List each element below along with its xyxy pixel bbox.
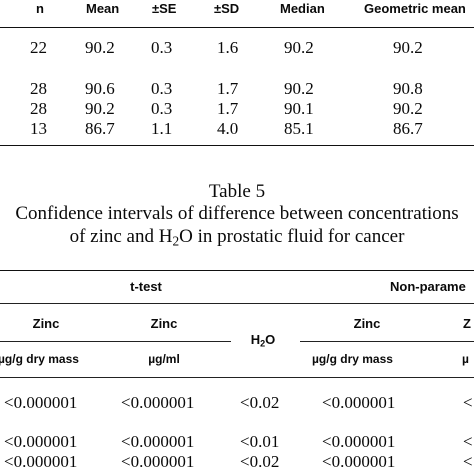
cell-se: 0.3 bbox=[151, 99, 173, 118]
cell-geometric-mean: 90.2 bbox=[393, 99, 423, 118]
cell-zinc-nonparam: <0.000001 bbox=[322, 432, 396, 451]
upper-bottom-rule bbox=[0, 145, 474, 146]
col-header-geometric-mean: Geometric mean bbox=[364, 1, 466, 16]
cell-sd: 1.7 bbox=[217, 99, 239, 118]
cell-sd: 1.7 bbox=[217, 79, 239, 98]
cell-zinc-dry: <0.000001 bbox=[4, 452, 78, 471]
cell-median: 85.1 bbox=[284, 119, 314, 138]
lower-header-rule bbox=[0, 377, 474, 378]
cell-se: 0.3 bbox=[151, 38, 173, 57]
cell-mean: 90.2 bbox=[85, 38, 115, 57]
caption-line-2: of zinc and H2O in prostatic fluid for c… bbox=[69, 226, 405, 249]
col-header-mean: Mean bbox=[86, 1, 120, 16]
cell-partial: < bbox=[463, 393, 473, 412]
unit-zinc-dry-mass-nonparam: µg/g dry mass bbox=[312, 352, 393, 366]
lower-top-rule bbox=[0, 270, 474, 271]
cell-sd: 1.6 bbox=[217, 38, 239, 57]
cell-geometric-mean: 86.7 bbox=[393, 119, 423, 138]
cell-n: 28 bbox=[30, 79, 47, 98]
group-rule bbox=[0, 303, 474, 304]
col-header-n: n bbox=[36, 1, 44, 16]
table-number: Table 5 bbox=[208, 181, 266, 202]
cell-zinc-ml: <0.000001 bbox=[121, 393, 195, 412]
cell-se: 1.1 bbox=[151, 119, 173, 138]
cell-zinc-dry: <0.000001 bbox=[4, 432, 78, 451]
col-header-zinc-ttest-dry: Zinc bbox=[32, 316, 60, 331]
subheader-rule-right bbox=[300, 341, 474, 342]
cell-partial: < bbox=[463, 432, 473, 451]
cell-geometric-mean: 90.2 bbox=[393, 38, 423, 57]
col-header-zinc-nonparam-dry: Zinc bbox=[353, 316, 381, 331]
cell-h2o: <0.01 bbox=[240, 432, 280, 451]
cell-zinc-ml: <0.000001 bbox=[121, 432, 195, 451]
col-header-zinc-ttest-ml: Zinc bbox=[150, 316, 178, 331]
cell-partial: < bbox=[463, 452, 473, 471]
col-header-h2o: H2O bbox=[250, 332, 276, 349]
cell-h2o: <0.02 bbox=[240, 393, 280, 412]
col-header-sd: ±SD bbox=[214, 1, 240, 16]
cell-n: 28 bbox=[30, 99, 47, 118]
cell-n: 13 bbox=[30, 119, 47, 138]
unit-partial: µ bbox=[462, 352, 469, 366]
cell-n: 22 bbox=[30, 38, 47, 57]
col-header-zinc-nonparam-partial: Z bbox=[463, 316, 471, 331]
cell-median: 90.2 bbox=[284, 79, 314, 98]
unit-zinc-ml: µg/ml bbox=[148, 352, 180, 366]
cell-mean: 90.2 bbox=[85, 99, 115, 118]
cell-zinc-nonparam: <0.000001 bbox=[322, 393, 396, 412]
cell-geometric-mean: 90.8 bbox=[393, 79, 423, 98]
cell-h2o: <0.02 bbox=[240, 452, 280, 471]
cell-se: 0.3 bbox=[151, 79, 173, 98]
cell-zinc-dry: <0.000001 bbox=[4, 393, 78, 412]
cell-mean: 90.6 bbox=[85, 79, 115, 98]
cell-mean: 86.7 bbox=[85, 119, 115, 138]
upper-header-rule bbox=[0, 27, 474, 28]
cell-median: 90.1 bbox=[284, 99, 314, 118]
cell-median: 90.2 bbox=[284, 38, 314, 57]
group-header-nonparametric: Non-parame bbox=[390, 279, 466, 294]
cell-zinc-nonparam: <0.000001 bbox=[322, 452, 396, 471]
subheader-rule-left bbox=[0, 341, 231, 342]
col-header-median: Median bbox=[280, 1, 325, 16]
cell-sd: 4.0 bbox=[217, 119, 239, 138]
unit-zinc-dry-mass: µg/g dry mass bbox=[0, 352, 79, 366]
cell-zinc-ml: <0.000001 bbox=[121, 452, 195, 471]
group-header-ttest: t-test bbox=[130, 279, 162, 294]
caption-line-1: Confidence intervals of difference betwe… bbox=[15, 203, 459, 224]
col-header-se: ±SE bbox=[152, 1, 177, 16]
